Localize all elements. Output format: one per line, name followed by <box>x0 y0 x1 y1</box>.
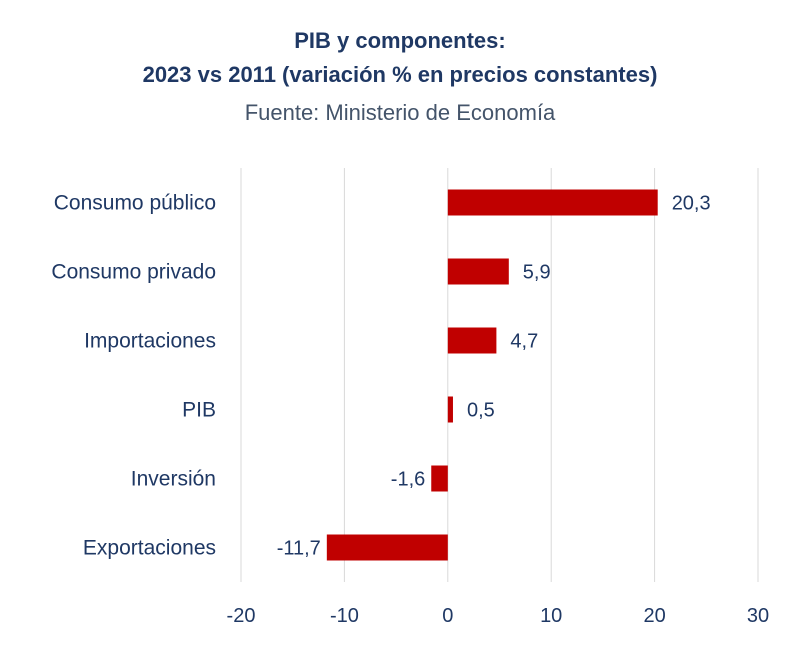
category-label: Inversión <box>131 468 216 491</box>
grid-lines <box>240 168 759 582</box>
x-tick-label: 20 <box>643 605 665 627</box>
category-label: Importaciones <box>84 330 216 353</box>
x-tick-label: -10 <box>330 605 359 627</box>
bar <box>447 396 453 423</box>
bar <box>447 189 658 216</box>
category-label: Consumo privado <box>51 261 216 284</box>
data-label: -11,7 <box>277 538 321 560</box>
chart-title-line2: 2023 vs 2011 (variación % en precios con… <box>142 62 658 87</box>
data-label: 5,9 <box>523 262 551 284</box>
x-tick-label: 0 <box>442 605 453 627</box>
data-label: 4,7 <box>510 331 538 353</box>
data-label: -1,6 <box>391 469 425 491</box>
x-tick-label: 30 <box>747 605 769 627</box>
category-label: PIB <box>182 399 216 422</box>
chart-title-line1: PIB y componentes: <box>294 28 506 53</box>
bar <box>447 327 497 354</box>
data-label: 0,5 <box>467 400 495 422</box>
bar <box>431 465 448 492</box>
x-tick-label: -20 <box>227 605 256 627</box>
labels: -20 -10 0 10 20 30 Consumo público 20,3 Consumo … <box>51 192 769 628</box>
data-label: 20,3 <box>672 193 711 215</box>
category-label: Consumo público <box>54 192 216 215</box>
category-label: Exportaciones <box>83 537 216 560</box>
bar <box>447 258 509 285</box>
chart-subtitle: Fuente: Ministerio de Economía <box>244 100 556 125</box>
x-tick-label: 10 <box>540 605 562 627</box>
bar <box>326 534 448 561</box>
bars <box>326 189 658 561</box>
